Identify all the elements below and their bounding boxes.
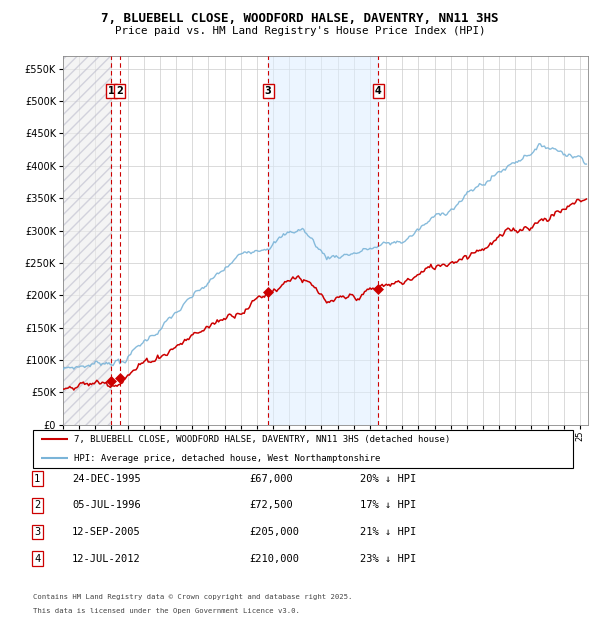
Text: 2: 2 [34,500,40,510]
Text: 1: 1 [108,86,115,96]
Bar [268,56,379,425]
Text: This data is licensed under the Open Government Licence v3.0.: This data is licensed under the Open Gov… [33,608,300,614]
Text: Contains HM Land Registry data © Crown copyright and database right 2025.: Contains HM Land Registry data © Crown c… [33,593,352,600]
Text: 20% ↓ HPI: 20% ↓ HPI [360,474,416,484]
Text: £67,000: £67,000 [249,474,293,484]
Text: £205,000: £205,000 [249,527,299,537]
Text: 7, BLUEBELL CLOSE, WOODFORD HALSE, DAVENTRY, NN11 3HS (detached house): 7, BLUEBELL CLOSE, WOODFORD HALSE, DAVEN… [74,435,450,444]
Text: 17% ↓ HPI: 17% ↓ HPI [360,500,416,510]
Text: 05-JUL-1996: 05-JUL-1996 [72,500,141,510]
Text: 24-DEC-1995: 24-DEC-1995 [72,474,141,484]
Text: 21% ↓ HPI: 21% ↓ HPI [360,527,416,537]
Text: 3: 3 [34,527,40,537]
Text: HPI: Average price, detached house, West Northamptonshire: HPI: Average price, detached house, West… [74,454,380,463]
Text: 1: 1 [34,474,40,484]
Text: 23% ↓ HPI: 23% ↓ HPI [360,554,416,564]
Text: £210,000: £210,000 [249,554,299,564]
Text: 2: 2 [116,86,123,96]
Text: 4: 4 [375,86,382,96]
Text: £72,500: £72,500 [249,500,293,510]
Text: 7, BLUEBELL CLOSE, WOODFORD HALSE, DAVENTRY, NN11 3HS: 7, BLUEBELL CLOSE, WOODFORD HALSE, DAVEN… [101,12,499,25]
Text: 3: 3 [265,86,272,96]
Bar [63,56,111,425]
Text: Price paid vs. HM Land Registry's House Price Index (HPI): Price paid vs. HM Land Registry's House … [115,26,485,36]
Text: 4: 4 [34,554,40,564]
FancyBboxPatch shape [33,430,573,468]
Text: 12-SEP-2005: 12-SEP-2005 [72,527,141,537]
Text: 12-JUL-2012: 12-JUL-2012 [72,554,141,564]
